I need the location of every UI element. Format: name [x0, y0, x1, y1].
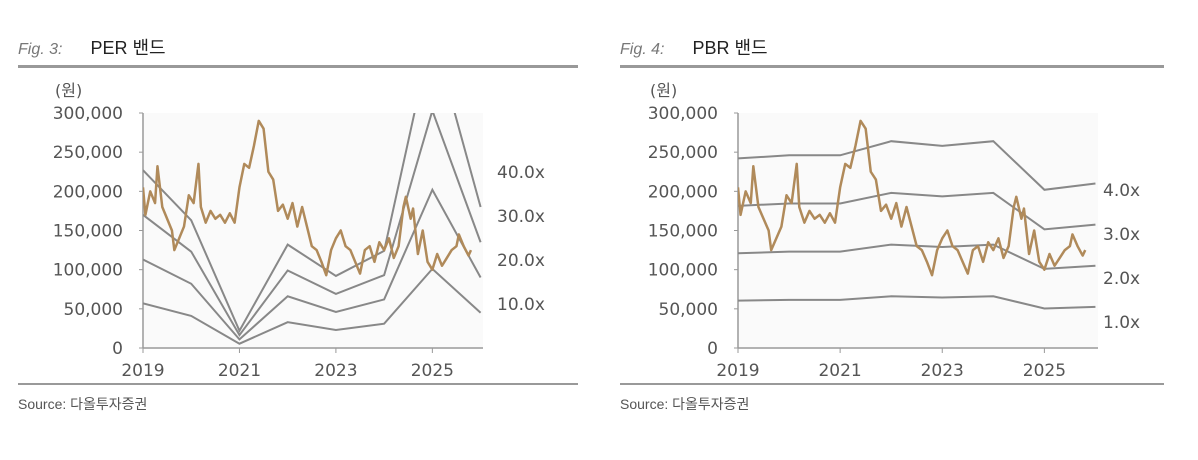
unit-label: (원): [650, 81, 677, 100]
y-tick-label: 300,000: [648, 104, 718, 124]
y-tick-label: 150,000: [648, 222, 718, 242]
band-line-3.0x: [738, 191, 1096, 231]
pbr-band-chart: (원) 300,000 250,000 200,000 150,000 100,000 50…: [648, 81, 1140, 381]
x-tick-label: 2023: [314, 361, 357, 381]
per-band-panel: Fig. 3: PER 밴드 Source: 다올투자증권: [18, 0, 583, 460]
band-line-30.0x: [143, 113, 482, 337]
chart-title: PER 밴드: [90, 38, 166, 58]
band-line-4.0x: [738, 140, 1096, 191]
pbr-band-panel: Fig. 4: PBR 밴드 Source: 다올투자증권: [620, 0, 1185, 460]
fig-label: Fig. 4:: [620, 41, 665, 58]
band-label: 10.0x: [497, 295, 545, 315]
x-tick-label: 2025: [1023, 361, 1066, 381]
chart-title: PBR 밴드: [692, 38, 768, 58]
price-line: [143, 119, 473, 277]
x-tick-label: 2019: [121, 361, 164, 381]
x-tick-label: 2025: [411, 361, 454, 381]
y-tick-label: 100,000: [53, 261, 123, 281]
x-tick-label: 2021: [218, 361, 261, 381]
x-tick-label: 2023: [921, 361, 964, 381]
y-tick-label: 100,000: [648, 261, 718, 281]
divider: [18, 383, 578, 385]
source-note: Source: 다올투자증권: [620, 396, 750, 412]
price-line: [738, 119, 1087, 277]
band-label: 3.0x: [1103, 225, 1140, 245]
y-tick-label: 150,000: [53, 222, 123, 242]
x-tick-label: 2019: [716, 361, 759, 381]
divider: [18, 65, 578, 68]
y-tick-label: 0: [707, 339, 718, 359]
plot-area: [143, 113, 483, 348]
divider: [620, 383, 1164, 385]
y-tick-label: 200,000: [53, 182, 123, 202]
y-tick-label: 200,000: [648, 182, 718, 202]
band-label: 1.0x: [1103, 313, 1140, 333]
fig-label: Fig. 3:: [18, 41, 63, 58]
band-label: 40.0x: [497, 163, 545, 183]
y-tick-label: 300,000: [53, 104, 123, 124]
band-line-10.0x: [143, 267, 482, 345]
band-line-40.0x: [143, 113, 482, 334]
band-label: 30.0x: [497, 207, 545, 227]
per-header: Fig. 3: PER 밴드: [18, 34, 166, 60]
y-tick-label: 250,000: [648, 143, 718, 163]
source-note: Source: 다올투자증권: [18, 396, 148, 412]
band-line-1.0x: [738, 295, 1096, 310]
per-band-chart: (원) 300,000 250,000 200,000 150,000 100,000 50…: [53, 81, 545, 381]
band-line-20.0x: [143, 187, 482, 341]
x-tick-label: 2021: [818, 361, 861, 381]
divider: [620, 65, 1164, 68]
band-label: 4.0x: [1103, 181, 1140, 201]
pbr-header: Fig. 4: PBR 밴드: [620, 34, 768, 60]
y-tick-label: 0: [112, 339, 123, 359]
unit-label: (원): [55, 81, 82, 100]
band-label: 20.0x: [497, 251, 545, 271]
y-tick-label: 50,000: [64, 300, 123, 320]
band-label: 2.0x: [1103, 269, 1140, 289]
y-tick-label: 250,000: [53, 143, 123, 163]
plot-area: [738, 113, 1098, 348]
y-tick-label: 50,000: [659, 300, 718, 320]
